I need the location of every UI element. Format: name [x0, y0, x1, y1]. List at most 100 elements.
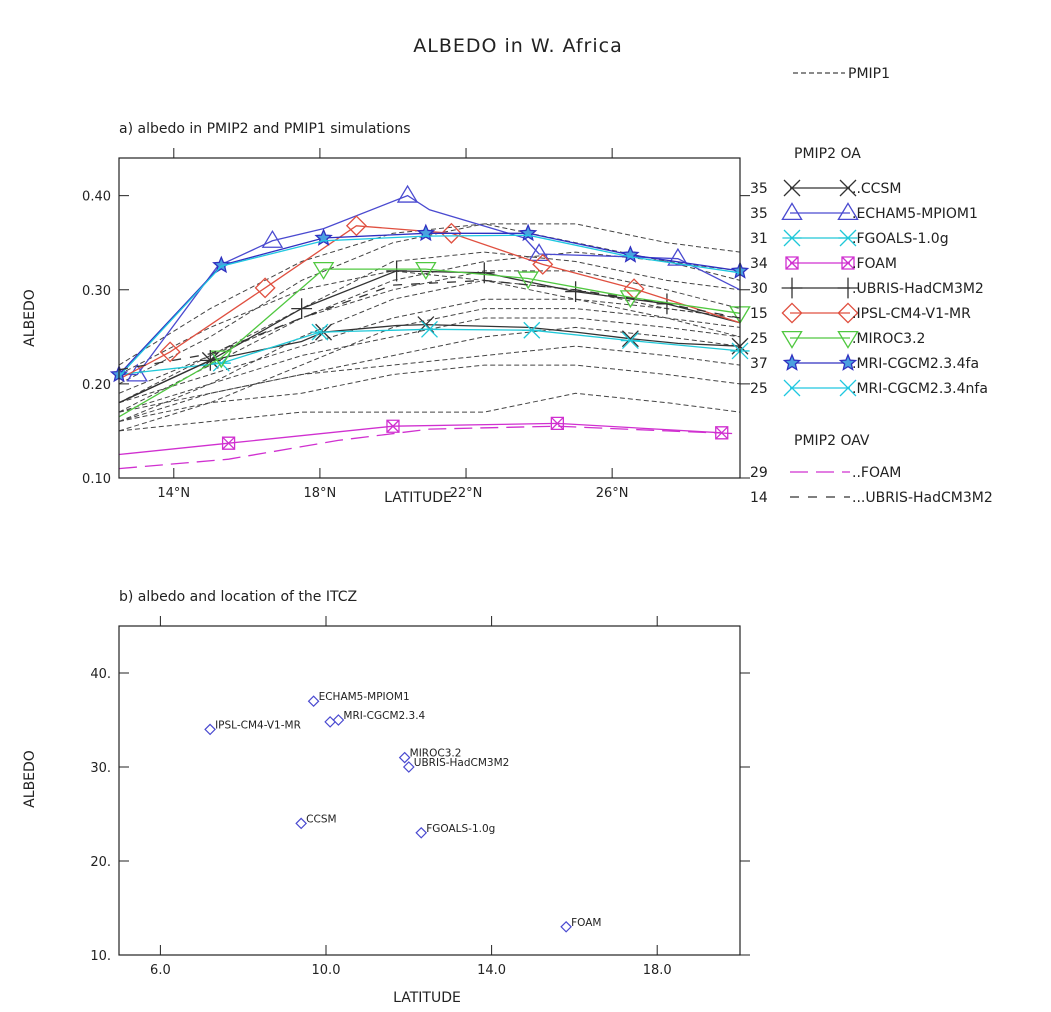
pmip1-series-line	[118, 308, 741, 432]
panel-a-y-tick-label: 0.10	[82, 472, 111, 487]
figure-title: ALBEDO in W. Africa	[413, 35, 622, 57]
series-marker	[528, 243, 550, 262]
legend-value: 29	[750, 465, 768, 481]
panel-b-y-tick-label: 40.	[90, 667, 111, 682]
series-marker	[550, 416, 565, 431]
legend-label: .MIROC3.2	[852, 331, 925, 347]
pmip1-series-line	[118, 298, 741, 404]
scatter-point-label: UBRIS-HadCM3M2	[414, 757, 510, 769]
legend-marker	[781, 330, 803, 349]
pmip1-series-line	[118, 270, 741, 413]
legend-marker	[837, 330, 859, 349]
panel-a-y-tick-label: 0.30	[82, 284, 111, 299]
legend-label: .MRI-CGCM2.3.4nfa	[852, 381, 988, 397]
scatter-point-label: FOAM	[571, 917, 601, 929]
panel-a-x-tick-label: 14°N	[157, 486, 190, 501]
panel-a-y-tick-label: 0.20	[82, 378, 111, 393]
series-marker	[210, 350, 233, 369]
legend-label: ..FOAM	[852, 465, 901, 481]
panel-a-x-tick-label: 26°N	[596, 486, 629, 501]
legend-label: .FOAM	[852, 256, 897, 272]
panel-a-axes: 14°N 18°N 22°N 26°N 0.10 0.20 0.30 0.40	[82, 148, 750, 501]
pmip1-series-line	[118, 279, 741, 422]
legend-value: 31	[750, 231, 768, 247]
series-marker	[386, 419, 400, 433]
series-marker	[312, 262, 335, 280]
panel-a-y-tick-label: 0.40	[82, 190, 111, 205]
legend-marker	[782, 353, 802, 371]
scatter-point-label: IPSL-CM4-V1-MR	[215, 719, 301, 731]
pmip1-series-line	[118, 270, 741, 375]
series-marker	[667, 247, 689, 266]
panel-b-frame	[118, 625, 741, 956]
scatter-point	[402, 761, 415, 773]
legend-marker	[838, 229, 858, 247]
pmip1-series-line	[118, 223, 741, 366]
panel-a-frame	[118, 157, 741, 479]
pmip1-series-line	[118, 364, 741, 422]
legend-value: 15	[750, 306, 768, 322]
panel-a-x-tick-label: 18°N	[304, 486, 337, 501]
panel-b-x-tick-label: 10.0	[312, 963, 341, 978]
series-line	[119, 194, 741, 376]
panel-b-title: b) albedo and location of the ITCZ	[119, 589, 357, 605]
legend-marker	[783, 379, 801, 397]
panel-a-pmip1-lines	[118, 223, 741, 432]
series-marker	[522, 321, 542, 339]
pmip1-series-line	[118, 345, 741, 413]
pmip1-series-line	[118, 326, 741, 422]
panel-a-ylabel: ALBEDO	[22, 289, 38, 347]
series-marker	[254, 277, 276, 299]
scatter-point	[307, 695, 320, 708]
legend-value: 37	[750, 356, 768, 372]
series-marker	[159, 341, 181, 363]
series-marker	[565, 281, 587, 303]
legend-value: 35	[750, 206, 768, 222]
series-marker	[310, 323, 330, 341]
series-marker	[416, 223, 436, 242]
pmip1-series-line	[118, 317, 741, 413]
legend-marker	[837, 302, 859, 324]
pmip1-series-line	[118, 251, 741, 404]
legend-value: 35	[750, 181, 768, 197]
panel-b-y-tick-label: 10.	[90, 949, 111, 964]
panel-b-axes: 6.0 10.0 14.0 18.0 10. 20. 30. 40.	[90, 616, 750, 978]
series-marker	[440, 222, 462, 244]
panel-b-chart: b) albedo and location of the ITCZ ALBED…	[22, 589, 750, 1006]
series-marker	[291, 298, 313, 319]
series-line	[118, 279, 741, 371]
series-marker	[619, 290, 642, 309]
legend-marker	[782, 229, 802, 247]
scatter-point	[204, 723, 216, 736]
legend-value: 25	[750, 331, 768, 347]
legend-marker	[839, 379, 857, 397]
series-marker	[621, 245, 640, 263]
legend-label: .ECHAM5-MPIOM1	[852, 206, 978, 222]
legend-value: 25	[750, 381, 768, 397]
legend-label: ...UBRIS-HadCM3M2	[852, 490, 993, 506]
legend-marker	[839, 179, 857, 197]
legend-group-title-oa: PMIP2 OA	[794, 146, 861, 162]
legend-label: ..CCSM	[852, 181, 901, 197]
legend-marker	[783, 179, 801, 197]
panel-b-y-tick-label: 30.	[90, 761, 111, 776]
legend-value: 30	[750, 281, 768, 297]
scatter-point-label: MIROC3.2	[410, 748, 462, 760]
series-marker	[621, 330, 639, 348]
legend-marker	[781, 302, 803, 324]
legend-marker	[837, 202, 859, 221]
scatter-point-label: FGOALS-1.0g	[426, 823, 495, 835]
legend-label: .FGOALS-1.0g	[852, 231, 949, 247]
legend-marker	[781, 277, 803, 299]
panel-b-xlabel: LATITUDE	[393, 990, 461, 1006]
legend-group-title-oav: PMIP2 OAV	[794, 433, 870, 449]
panel-b-ylabel: ALBEDO	[22, 750, 38, 808]
legend-marker	[785, 256, 799, 270]
panel-a-title: a) albedo in PMIP2 and PMIP1 simulations	[119, 121, 411, 137]
series-marker	[415, 262, 437, 280]
legend-label: .IPSL-CM4-V1-MR	[852, 306, 971, 322]
series-marker	[532, 253, 554, 275]
panel-b-points: ECHAM5-MPIOM1 MRI-CGCM2.3.4 IPSL-CM4-V1-MR…	[204, 691, 601, 933]
scatter-point	[295, 817, 308, 830]
panel-a-legend: PMIP2 OA PMIP2 OAV 35 ..CCSM 35 .ECHAM5-MPI…	[750, 146, 993, 506]
